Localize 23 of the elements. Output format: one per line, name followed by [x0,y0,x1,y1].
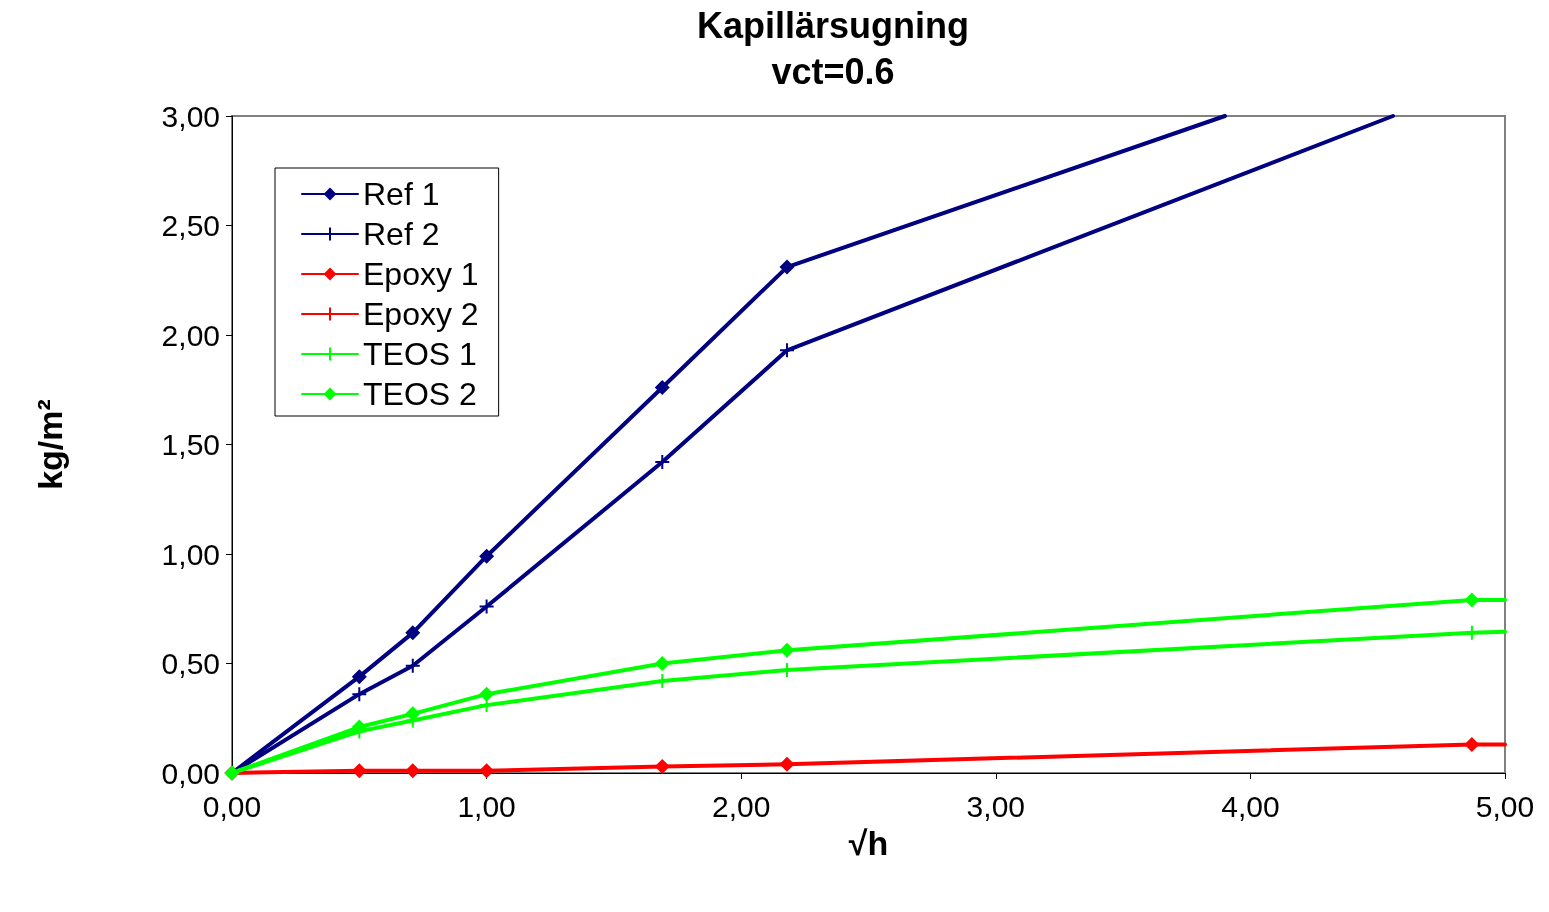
chart-subtitle: vct=0.6 [771,50,895,92]
legend-label: Epoxy 2 [363,296,479,332]
x-tick-label: 1,00 [457,789,516,823]
x-tick-label: 0,00 [202,789,262,823]
y-tick-label: 3,00 [161,99,220,133]
y-tick-label: 2,50 [161,209,220,242]
x-axis-title: √h [848,823,889,862]
x-tick-label: 5,00 [1475,789,1535,823]
y-tick-label: 0,00 [161,756,220,790]
x-tick-label: 4,00 [1221,789,1280,823]
legend-label: Ref 2 [363,216,440,252]
x-tick-label: 3,00 [966,789,1025,823]
y-axis-title: kg/m² [31,399,69,490]
y-tick-label: 0,50 [161,647,220,680]
chart-title: Kapillärsugning [696,4,970,46]
y-tick-label: 2,00 [161,318,220,352]
y-tick-label: 1,00 [161,537,220,571]
y-tick-label: 1,50 [161,428,220,461]
legend-label: TEOS 1 [363,336,477,372]
legend-label: TEOS 2 [363,376,477,412]
legend-label: Epoxy 1 [363,256,479,292]
legend-label: Ref 1 [363,176,440,212]
x-tick-label: 2,00 [712,789,771,823]
